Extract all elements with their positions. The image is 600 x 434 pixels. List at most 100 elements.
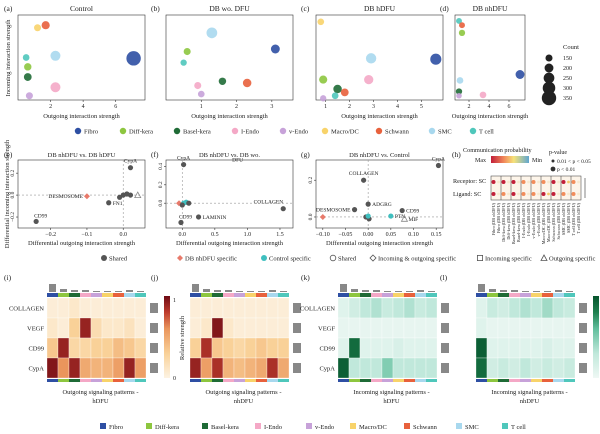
point-tcell [456, 17, 462, 24]
heat-cell [337, 357, 350, 379]
x-tick-label: 6 [508, 104, 511, 110]
heat-cell [519, 317, 532, 339]
column-color-strip [360, 293, 371, 297]
row-label: CD99 [28, 346, 44, 353]
point-annotation: CD99 [406, 209, 419, 215]
comm-dot [557, 180, 560, 184]
bottom-color-strip [426, 379, 437, 382]
top-bar [82, 290, 89, 292]
bottom-color-strip [113, 379, 124, 382]
column-color-strip [113, 293, 124, 297]
heat-cell [134, 317, 147, 339]
top-bar [351, 289, 358, 292]
point-annotation: MIF [408, 217, 418, 223]
legend-square-iendo [255, 423, 261, 429]
top-bar [192, 284, 199, 292]
panel-title: DB wo. DFU [209, 4, 250, 13]
point-tcell [180, 59, 187, 66]
top-bar [269, 290, 276, 292]
column-color-strip [415, 293, 426, 297]
diff-point [399, 207, 405, 214]
diff-point [178, 219, 184, 226]
comm-dot [547, 192, 550, 196]
y-tick-label: 0.0 [308, 213, 314, 220]
column-color-strip [487, 293, 498, 297]
heat-cell [381, 357, 394, 379]
bottom-color-strip [102, 379, 113, 382]
diff-point-diamond [319, 213, 326, 220]
side-bar [579, 343, 587, 353]
column-color-strip [102, 293, 113, 297]
x-tick-label: 1 [324, 104, 327, 110]
heat-cell [189, 357, 202, 379]
x-axis-label: Outgoing interaction strength [341, 113, 418, 120]
point-annotation: DESMOSOME [48, 194, 83, 200]
heat-cell [189, 297, 202, 319]
bottom-color-strip [212, 379, 223, 382]
x-tick-label: 0.00 [363, 232, 374, 238]
heatmap-x-label: nhDFU [520, 398, 540, 405]
heatmap-panel-i: (i) COLLAGEN VEGF CD99 CypA Outgoing signalin… [4, 273, 186, 405]
top-bar [104, 291, 111, 292]
plot-frame [165, 14, 294, 101]
bottom-color-strip [520, 379, 531, 382]
heat-cell [497, 297, 510, 319]
heat-cell [425, 337, 438, 359]
comm-dot [527, 180, 530, 184]
heat-cell [381, 317, 394, 339]
bottom-color-strip [531, 379, 542, 382]
comm-dot [537, 192, 540, 196]
y-tick-label: 0.2 [10, 169, 16, 176]
panel-letter: (f) [151, 150, 159, 159]
heat-cell [134, 297, 147, 319]
comm-column-label: Diff-kera (DB hDFU) [506, 202, 511, 239]
point-diffkera [458, 29, 466, 37]
top-bar [384, 291, 391, 292]
comm-dot [491, 180, 496, 184]
column-color-strip [553, 293, 564, 297]
count-legend-dot [542, 81, 556, 95]
heat-cell [486, 357, 499, 379]
side-bar [150, 363, 158, 373]
heat-cell [266, 317, 279, 339]
heat-cell [475, 357, 488, 379]
diff-point [180, 161, 187, 168]
heat-cell [414, 357, 427, 379]
heat-cell [508, 337, 521, 359]
top-bar [137, 291, 144, 292]
comm-dot [541, 192, 546, 196]
point-smc [456, 77, 464, 84]
heat-cell [425, 317, 438, 339]
heatmap-x-label: Incoming signaling patterns - [491, 389, 567, 396]
bottom-color-strip [47, 379, 58, 382]
bottom-color-strip [498, 379, 509, 382]
row-label: CypA [28, 366, 44, 373]
heat-cell [244, 317, 257, 339]
count-legend-title: Count [563, 44, 579, 51]
heat-cell [112, 337, 125, 359]
x-tick-label: 5 [420, 104, 423, 110]
diff-point [388, 213, 394, 219]
column-color-strip [47, 293, 58, 297]
bottom-color-strip [69, 379, 80, 382]
comm-column-label: I-Endo (DB nhDFU) [521, 202, 526, 237]
bottom-color-strip [245, 379, 256, 382]
diff-point-triangle [134, 191, 142, 198]
heat-cell [541, 357, 554, 379]
heat-cell [68, 357, 81, 379]
heat-cell [200, 337, 213, 359]
heat-cell [68, 297, 81, 319]
panel-title: Control [70, 4, 93, 13]
legend-label: I-Endo [241, 128, 259, 135]
point-schwann [340, 88, 349, 97]
point-vendo [456, 92, 462, 99]
heat-cell [134, 357, 147, 379]
heat-cell [370, 317, 383, 339]
point-schwann [459, 22, 465, 29]
x-tick-label: 0.10 [408, 232, 419, 238]
heat-cell [530, 337, 543, 359]
bottom-color-strip [201, 379, 212, 382]
panel-letter: (c) [301, 4, 310, 13]
heat-cell [57, 297, 70, 319]
